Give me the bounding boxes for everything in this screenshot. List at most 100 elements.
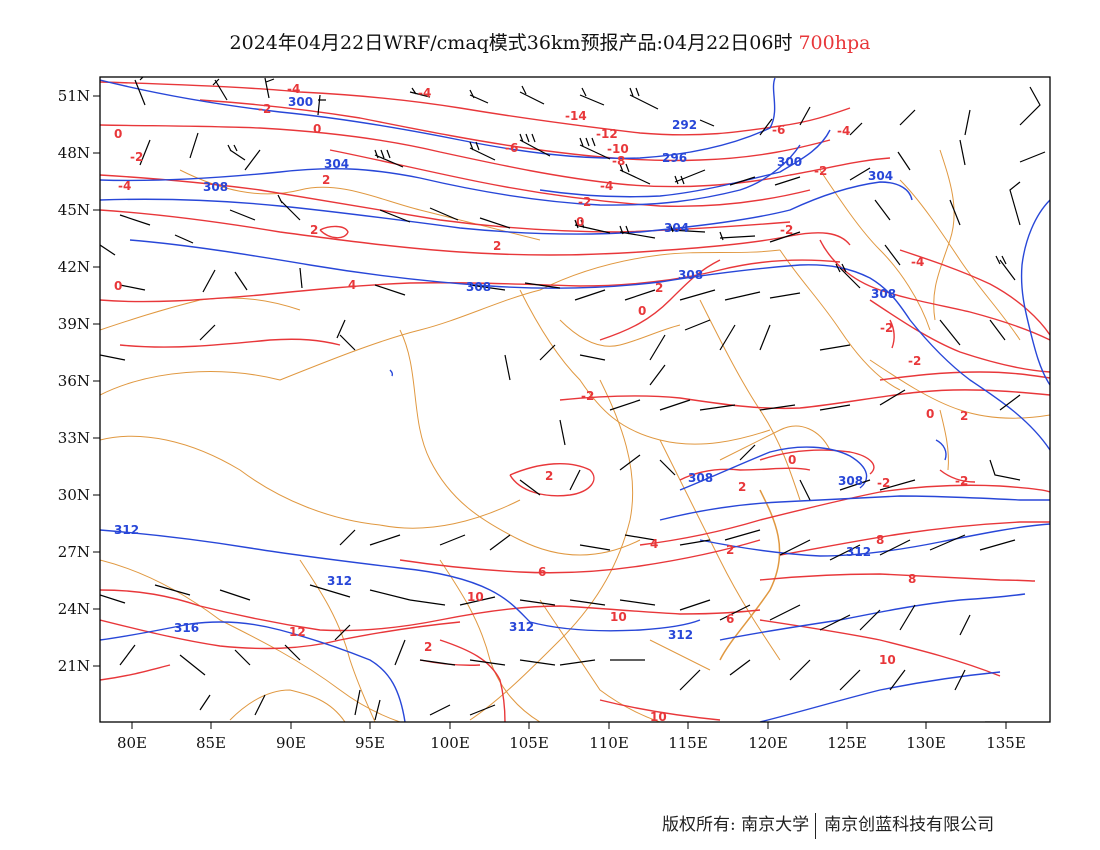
temp-label: -12 <box>596 127 618 141</box>
temp-label: -10 <box>607 142 629 156</box>
temp-label: 2 <box>738 480 746 494</box>
height-label: 312 <box>509 620 534 634</box>
lon-label: 90E <box>276 734 306 752</box>
geopotential-labels: 300 292 296 300 304 304 308 304 308 308 … <box>114 95 896 642</box>
temperature-isotherms <box>100 81 1050 722</box>
temp-label: 2 <box>493 239 501 253</box>
temp-label: -14 <box>565 109 587 123</box>
temp-label: -4 <box>837 124 850 138</box>
temp-label: -4 <box>911 255 924 269</box>
lon-axis: 80E 85E 90E 95E 100E 105E 110E 115E 120E… <box>117 722 1026 752</box>
temp-label: -2 <box>955 474 968 488</box>
lat-label: 24N <box>58 600 90 618</box>
temp-label: -6 <box>505 141 518 155</box>
lon-label: 105E <box>509 734 549 752</box>
temp-label: -2 <box>578 195 591 209</box>
temperature-labels: -4 -4 -2 -14 -12 -10 -8 -6 -6 -4 -4 -2 0… <box>114 82 968 724</box>
height-label: 312 <box>114 523 139 537</box>
height-label: 308 <box>688 471 713 485</box>
temp-label: -4 <box>600 179 613 193</box>
temp-label: -4 <box>118 179 131 193</box>
height-label: 316 <box>174 621 199 635</box>
height-label: 304 <box>324 157 349 171</box>
temp-label: 10 <box>879 653 896 667</box>
map-title: 2024年04月22日WRF/cmaq模式36km预报产品:04月22日06时 7… <box>0 28 1100 55</box>
geopotential-contours <box>100 77 1050 722</box>
height-label: 292 <box>672 118 697 132</box>
temp-label: 0 <box>638 304 646 318</box>
height-label: 312 <box>846 545 871 559</box>
lon-label: 85E <box>196 734 226 752</box>
temp-label: 10 <box>650 710 667 724</box>
temp-label: 4 <box>650 537 658 551</box>
lon-label: 135E <box>986 734 1026 752</box>
temp-label: 2 <box>726 543 734 557</box>
title-main: 2024年04月22日WRF/cmaq模式36km预报产品:04月22日06时 <box>229 32 793 54</box>
temp-label: 2 <box>960 409 968 423</box>
temp-label: 8 <box>876 533 884 547</box>
temp-label: -2 <box>814 164 827 178</box>
height-label: 312 <box>668 628 693 642</box>
company-name: 南京创蓝科技有限公司 <box>824 815 995 835</box>
boundary-lines <box>100 149 1050 722</box>
height-label: 304 <box>868 169 893 183</box>
temp-label: 2 <box>545 469 553 483</box>
height-label: 304 <box>664 221 689 235</box>
height-label: 308 <box>838 474 863 488</box>
wind-barbs <box>100 77 1046 722</box>
plot-frame <box>99 76 1051 723</box>
height-label: 308 <box>466 280 491 294</box>
lon-label: 115E <box>668 734 708 752</box>
temp-label: -8 <box>612 154 625 168</box>
footer: 版权所有: 南京大学 南京创蓝科技有限公司 <box>662 810 994 839</box>
temp-label: -2 <box>880 321 893 335</box>
lon-label: 125E <box>827 734 867 752</box>
lon-label: 100E <box>430 734 470 752</box>
temp-label: -2 <box>130 150 143 164</box>
lon-label: 80E <box>117 734 147 752</box>
lat-label: 45N <box>58 201 90 219</box>
lat-label: 21N <box>58 657 90 675</box>
height-label: 308 <box>678 268 703 282</box>
temp-label: 8 <box>908 572 916 586</box>
temp-label: 0 <box>576 215 584 229</box>
temp-label: 2 <box>322 173 330 187</box>
temp-label: -2 <box>908 354 921 368</box>
lat-label: 27N <box>58 543 90 561</box>
temp-label: -2 <box>780 223 793 237</box>
lat-label: 33N <box>58 429 90 447</box>
pressure-level: 700hpa <box>798 32 871 54</box>
temp-label: 2 <box>655 281 663 295</box>
temp-label: 10 <box>467 590 484 604</box>
temp-label: 10 <box>610 610 627 624</box>
footer-divider <box>815 812 817 839</box>
temp-label: 4 <box>348 278 356 292</box>
copyright-text: 版权所有: 南京大学 <box>662 815 810 835</box>
lon-label: 130E <box>906 734 946 752</box>
temp-label: -4 <box>418 86 431 100</box>
lon-label: 120E <box>748 734 788 752</box>
lat-axis: 21N 24N 27N 30N 33N 36N 39N 42N 45N 48N … <box>58 87 100 675</box>
temp-label: 2 <box>424 640 432 654</box>
temp-label: 0 <box>313 122 321 136</box>
temp-label: 2 <box>310 223 318 237</box>
temp-label: -4 <box>287 82 300 96</box>
height-label: 308 <box>871 287 896 301</box>
lat-label: 51N <box>58 87 90 105</box>
lat-label: 48N <box>58 144 90 162</box>
temp-label: 6 <box>726 612 734 626</box>
height-label: 300 <box>777 155 802 169</box>
height-label: 296 <box>662 151 687 165</box>
temp-label: 12 <box>289 625 306 639</box>
lon-label: 110E <box>589 734 629 752</box>
temp-label: 6 <box>538 565 546 579</box>
lat-label: 42N <box>58 258 90 276</box>
temp-label: 0 <box>926 407 934 421</box>
temp-label: -2 <box>258 102 271 116</box>
height-label: 312 <box>327 574 352 588</box>
temp-label: -2 <box>581 389 594 403</box>
height-label: 300 <box>288 95 313 109</box>
temp-label: 0 <box>788 453 796 467</box>
temp-label: -6 <box>772 123 785 137</box>
